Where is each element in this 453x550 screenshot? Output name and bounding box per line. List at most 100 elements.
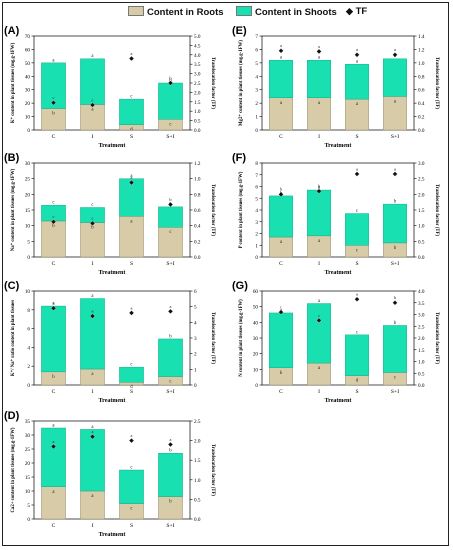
tf-letter: a: [170, 304, 172, 309]
bar-shoots: [383, 203, 407, 244]
tf-marker: [392, 52, 398, 58]
y-tick-label: 20: [25, 101, 31, 107]
roots-letter: b: [52, 112, 55, 117]
y-tick-label: 25: [25, 177, 31, 183]
x-tick-label: I: [92, 134, 94, 140]
y-tick-label: 5: [27, 239, 30, 245]
x-tick-label: S: [130, 389, 133, 395]
roots-letter: a: [130, 219, 133, 224]
bar-roots: [41, 220, 66, 258]
bar-shoots: [80, 58, 105, 105]
shoots-letter: b: [394, 200, 397, 205]
y-tick-label: 6: [255, 185, 258, 191]
y2-tick-label: 2.0: [194, 90, 201, 96]
y-axis-label: Ca2+ content in plant tissues (mg.g-1FW): [11, 427, 16, 512]
y2-tick-label: 0.0: [194, 517, 201, 523]
roots-letter: b: [52, 375, 55, 380]
x-tick-label: I: [92, 261, 94, 267]
y2-tick-label: 4: [194, 320, 197, 326]
bar-shoots: [307, 59, 331, 98]
y-tick-label: 0: [255, 128, 258, 134]
panel-label: (B): [4, 152, 20, 164]
panel-label: (D): [4, 410, 20, 422]
tf-marker: [167, 201, 174, 208]
y2-tick-label: 1.0: [418, 360, 425, 366]
tf-marker: [316, 317, 322, 323]
y2-tick-label: 4.0: [194, 53, 201, 59]
tf-letter: a: [92, 308, 94, 313]
panel-d: (D) 0 5 10 15 20 25 30 35 0.0 0.5 1.0 1.5 2.0 2.5 Ca2+ …: [4, 410, 215, 538]
legend-item-shoots: Content in Shoots: [236, 6, 337, 18]
roots-letter: a: [280, 101, 283, 106]
x-tick-label: C: [52, 523, 56, 529]
x-tick-label: I: [92, 523, 94, 529]
tf-marker: [128, 437, 135, 444]
y2-tick-label: 0.8: [418, 74, 425, 80]
y2-tick-label: 4.5: [194, 43, 201, 49]
x-tick-label: S+I: [166, 523, 174, 529]
y-tick-label: 10: [25, 489, 31, 495]
shoots-letter: a: [130, 174, 133, 179]
x-tick-label: I: [318, 389, 320, 395]
tf-marker: [167, 308, 174, 314]
roots-letter: b: [91, 226, 94, 231]
tf-letter: b: [169, 75, 172, 80]
y2-tick-label: 1.5: [194, 458, 201, 464]
y-tick-label: 0: [255, 383, 258, 389]
y-axis-label: P content in plant tissues (mg.g-1FW): [239, 171, 244, 248]
x-axis-label: Treatment: [99, 143, 126, 149]
y2-axis-label: Translocation factor (TF): [210, 444, 215, 496]
panel-f: (F) 0 1 2 3 4 5 6 7 8 0.0 0.5 1.0 1.5 2.0 2.5 3.0 P conte…: [232, 152, 439, 276]
tf-marker: [128, 179, 135, 186]
y-axis-label: K⁺ content in plant tissues (mg.g-1FW): [10, 42, 16, 123]
bar-shoots: [307, 189, 331, 237]
y2-axis-label: Translocation factor (TF): [434, 312, 439, 364]
y2-tick-label: 0.0: [418, 128, 425, 134]
roots-letter: c: [169, 380, 171, 385]
x-axis-label: Treatment: [99, 532, 126, 538]
bar-shoots: [41, 62, 66, 109]
bar-shoots: [269, 59, 293, 98]
y2-tick-label: 5: [194, 305, 197, 311]
tf-marker: [50, 305, 57, 311]
y-tick-label: 10: [253, 367, 259, 373]
bar-shoots: [158, 453, 183, 497]
plot-frame: [33, 420, 191, 520]
tf-letter: a: [131, 305, 133, 310]
y2-tick-label: 2.5: [418, 177, 425, 183]
y2-tick-label: 6: [194, 289, 197, 295]
shoots-letter: a: [318, 299, 321, 304]
y-tick-label: 15: [25, 208, 31, 214]
y2-tick-label: 1.5: [418, 348, 425, 354]
x-tick-label: S+I: [391, 261, 399, 267]
x-tick-label: C: [52, 134, 56, 140]
x-tick-label: S+I: [391, 134, 399, 140]
bar-shoots: [119, 469, 144, 504]
y2-axis-label: Translocation factor (TF): [210, 184, 215, 236]
tf-marker: [50, 443, 57, 450]
y2-tick-label: 0.5: [418, 371, 425, 377]
bar-shoots: [80, 429, 105, 492]
panel-b: (B) 0 5 10 15 20 25 30 0.0 0.2 0.4 0.6 0.8 1.0 1.2 Na⁺ …: [4, 152, 215, 276]
y-tick-label: 0: [255, 255, 258, 261]
y2-tick-label: 2.5: [418, 324, 425, 330]
y2-tick-label: 4.0: [418, 289, 425, 295]
y2-tick-label: 1.0: [194, 109, 201, 115]
x-tick-label: C: [52, 389, 56, 395]
y-tick-label: 10: [25, 289, 31, 295]
y-tick-label: 30: [25, 88, 31, 94]
y-tick-label: 10: [25, 115, 31, 121]
roots-letter: a: [318, 239, 321, 244]
x-axis-label: Treatment: [325, 143, 352, 149]
y2-tick-label: 1.0: [194, 177, 201, 183]
y-tick-label: 1: [255, 115, 258, 121]
tf-letter: b: [280, 187, 283, 192]
tf-letter: c: [53, 214, 55, 219]
y-tick-label: 5: [255, 61, 258, 67]
y2-tick-label: 2.0: [418, 192, 425, 198]
y2-axis-label: Translocation factor (TF): [210, 57, 215, 109]
shoots-letter: a: [318, 56, 321, 61]
tf-marker: [167, 441, 174, 448]
roots-letter: a: [318, 366, 321, 371]
y2-tick-label: 0.4: [418, 101, 425, 107]
